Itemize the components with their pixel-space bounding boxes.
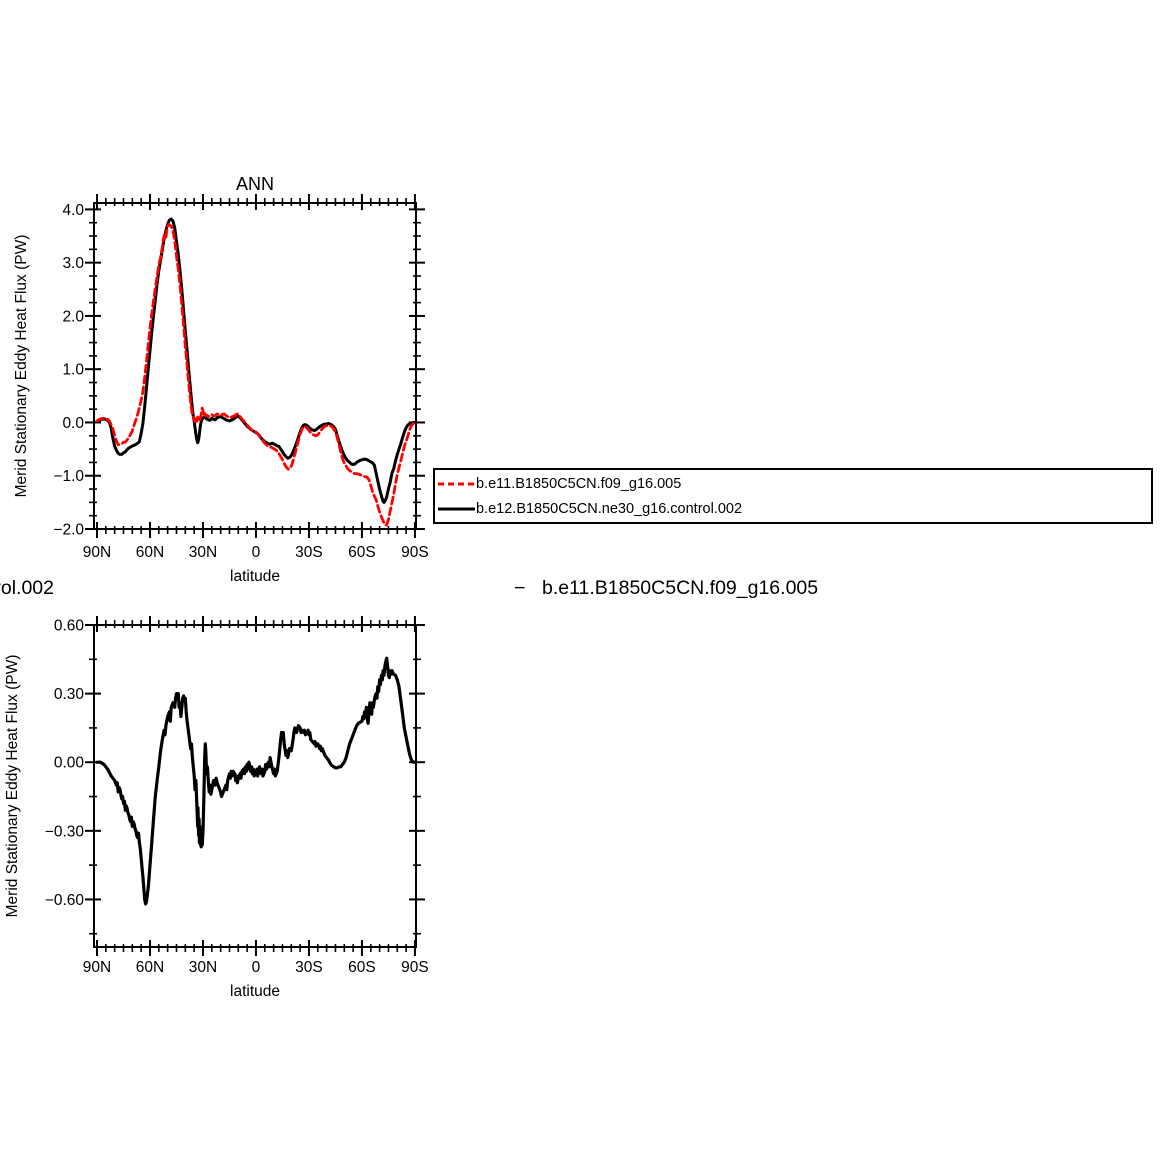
bottom-chart-x-axis-label: latitude	[230, 983, 280, 1000]
diff-title-left-text: b.e12.B1850C5CN.ne30_g16.control.002	[0, 577, 54, 599]
y-tick-label: 1.0	[62, 362, 84, 379]
y-tick-label: 0.30	[54, 686, 85, 703]
bottom-chart-y-axis-label: Merid Stationary Eddy Heat Flux (PW)	[4, 655, 21, 918]
legend-label-case1: b.e11.B1850C5CN.f09_g16.005	[476, 475, 682, 492]
diff-title-subtrahend: b.e11.B1850C5CN.f09_g16.005	[542, 577, 819, 599]
series-line-dashed	[95, 222, 417, 527]
x-tick-label: 60S	[348, 959, 376, 976]
x-tick-label: 30S	[295, 544, 323, 561]
x-tick-label: 0	[252, 959, 261, 976]
x-tick-label: 60S	[348, 544, 376, 561]
y-tick-label: 3.0	[62, 255, 84, 272]
top-chart-y-axis-label: Merid Stationary Eddy Heat Flux (PW)	[13, 235, 30, 498]
top-chart: ANN Merid Stationary Eddy Heat Flux (PW)…	[13, 174, 429, 585]
plot-frame	[93, 624, 417, 948]
bottom-chart-axes: 90N 60N 30N 0 30S 60S 90S 0.60 0.30 0.00 −0.30 −0.6…	[45, 616, 429, 976]
x-tick-label: 30S	[295, 959, 323, 976]
x-tick-label: 0	[252, 544, 261, 561]
legend-label-case2: b.e12.B1850C5CN.ne30_g16.control.002	[476, 500, 743, 517]
x-tick-label: 30N	[189, 959, 217, 976]
legend-line-black-solid	[438, 507, 475, 511]
y-tick-label: 0.0	[62, 415, 84, 432]
bottom-chart-curves	[95, 656, 417, 906]
top-chart-title: ANN	[236, 174, 274, 194]
top-chart-axes: 90N 60N 30N 0 30S 60S 90S 4.0 3.0 2.0 1.0 0.0 −1.0 −2…	[53, 194, 429, 561]
diff-title-left-clipped: b.e12.B1850C5CN.ne30_g16.control.002	[0, 577, 57, 603]
series-line-solid	[95, 217, 417, 504]
x-tick-label: 60N	[136, 544, 164, 561]
y-tick-label: 0.60	[54, 618, 85, 635]
y-tick-label: 4.0	[62, 202, 84, 219]
x-tick-label: 90N	[83, 544, 111, 561]
legend-item-case1: b.e11.B1850C5CN.f09_g16.005	[437, 474, 681, 494]
legend: b.e11.B1850C5CN.f09_g16.005 b.e12.B1850C…	[433, 468, 1153, 524]
diff-title-minus-sign: −	[514, 577, 526, 599]
legend-line-red-dashed	[438, 482, 475, 486]
series-line-solid	[95, 656, 417, 906]
x-tick-label: 90N	[83, 959, 111, 976]
x-tick-label: 30N	[189, 544, 217, 561]
x-tick-label: 90S	[401, 959, 429, 976]
y-tick-label: −1.0	[53, 468, 84, 485]
top-chart-curves	[95, 217, 417, 527]
bottom-chart: Merid Stationary Eddy Heat Flux (PW) lat…	[4, 616, 429, 1000]
y-tick-label: −0.60	[45, 892, 85, 909]
x-tick-label: 90S	[401, 544, 429, 561]
x-tick-label: 60N	[136, 959, 164, 976]
top-chart-x-axis-label: latitude	[230, 568, 280, 585]
y-tick-label: 0.00	[54, 755, 85, 772]
legend-item-case2: b.e12.B1850C5CN.ne30_g16.control.002	[437, 499, 742, 519]
y-tick-label: −2.0	[53, 522, 84, 539]
y-tick-label: 2.0	[62, 308, 84, 325]
y-tick-label: −0.30	[45, 823, 85, 840]
